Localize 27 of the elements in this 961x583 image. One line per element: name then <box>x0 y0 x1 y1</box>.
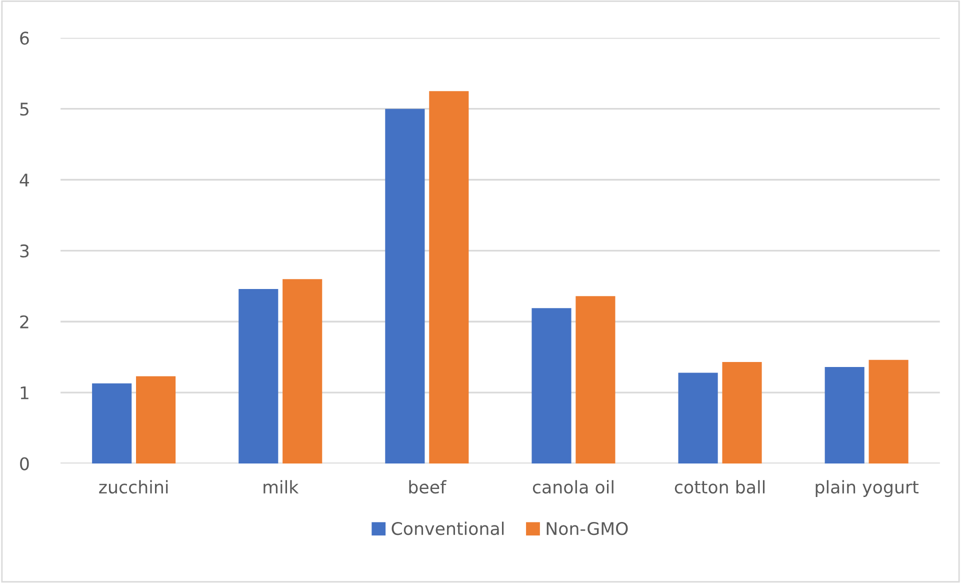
bar <box>238 288 278 464</box>
bar <box>92 383 132 464</box>
x-tick-label: zucchini <box>99 480 168 494</box>
legend-label: Non-GMO <box>546 522 628 536</box>
bar <box>136 376 176 464</box>
bar <box>576 296 616 464</box>
x-tick-label: cotton ball <box>674 480 765 494</box>
bar <box>282 279 322 464</box>
bar <box>868 360 908 464</box>
x-tick-label: beef <box>409 480 446 494</box>
y-tick-label: 5 <box>20 102 28 116</box>
x-tick-label: canola oil <box>532 480 614 494</box>
bar <box>532 308 572 464</box>
y-tick-label: 1 <box>20 386 28 400</box>
bar <box>385 108 425 464</box>
y-tick-label: 3 <box>20 244 29 258</box>
x-tick-label: plain yogurt <box>816 480 919 497</box>
y-tick-label: 4 <box>20 174 30 186</box>
x-tick-label: milk <box>264 480 299 494</box>
bar <box>429 91 469 464</box>
y-tick-label: 6 <box>20 32 29 45</box>
legend-label: Conventional <box>392 522 504 536</box>
y-tick-label: 0 <box>20 457 29 470</box>
bar <box>722 362 762 464</box>
y-tick-label: 2 <box>20 315 28 328</box>
bar <box>824 367 864 464</box>
bar <box>678 372 718 464</box>
